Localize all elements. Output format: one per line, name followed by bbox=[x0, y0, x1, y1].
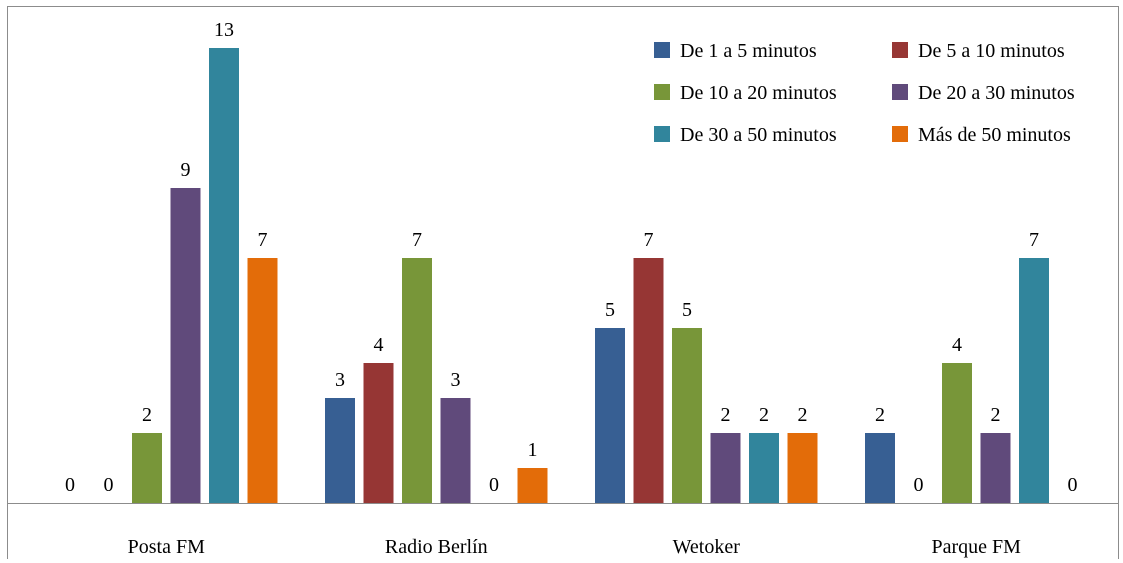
bar-1-3 bbox=[440, 398, 471, 503]
data-label-1-5: 1 bbox=[528, 439, 538, 461]
bar-3-4 bbox=[1019, 258, 1049, 503]
bar-0-2 bbox=[132, 433, 162, 503]
bar-group bbox=[132, 48, 1049, 503]
data-label-0-3: 9 bbox=[181, 159, 191, 181]
data-label-0-0: 0 bbox=[65, 474, 75, 496]
legend-label-4: De 30 a 50 minutos bbox=[680, 124, 837, 146]
data-label-2-4: 2 bbox=[759, 404, 769, 426]
bar-1-2 bbox=[402, 258, 432, 503]
legend-label-3: De 20 a 30 minutos bbox=[918, 82, 1075, 104]
legend: De 1 a 5 minutos De 5 a 10 minutos De 10 a… bbox=[654, 40, 1075, 146]
bar-0-4 bbox=[209, 48, 239, 503]
data-label-3-0: 2 bbox=[875, 404, 885, 426]
category-label-2: Wetoker bbox=[673, 536, 741, 558]
data-label-2-1: 7 bbox=[644, 229, 654, 251]
data-label-2-2: 5 bbox=[682, 299, 692, 321]
data-label-1-1: 4 bbox=[374, 334, 384, 356]
category-labels: Posta FM Radio Berlín Wetoker Parque FM bbox=[128, 536, 1022, 558]
legend-label-0: De 1 a 5 minutos bbox=[680, 40, 817, 62]
bar-2-3 bbox=[710, 433, 741, 503]
data-label-3-2: 4 bbox=[952, 334, 962, 356]
bar-1-1 bbox=[363, 363, 394, 503]
data-label-3-4: 7 bbox=[1029, 229, 1039, 251]
bar-0-3 bbox=[170, 188, 201, 503]
legend-swatch-3 bbox=[892, 84, 908, 100]
legend-swatch-0 bbox=[654, 42, 670, 58]
data-label-1-2: 7 bbox=[412, 229, 422, 251]
bar-2-0 bbox=[595, 328, 625, 503]
chart-area bbox=[7, 6, 1119, 559]
data-label-1-3: 3 bbox=[451, 369, 461, 391]
bar-2-4 bbox=[749, 433, 779, 503]
data-label-0-5: 7 bbox=[258, 229, 268, 251]
data-labels: 0 0 2 9 13 7 3 4 7 3 0 1 5 7 5 2 2 2 2 0 4 2 7 0 bbox=[65, 19, 1078, 496]
data-label-3-5: 0 bbox=[1068, 474, 1078, 496]
legend-swatch-5 bbox=[892, 126, 908, 142]
data-label-2-3: 2 bbox=[721, 404, 731, 426]
legend-swatch-4 bbox=[654, 126, 670, 142]
category-label-3: Parque FM bbox=[932, 536, 1022, 558]
data-label-2-5: 2 bbox=[798, 404, 808, 426]
data-label-3-1: 0 bbox=[914, 474, 924, 496]
bar-2-5 bbox=[787, 433, 818, 503]
bar-2-1 bbox=[633, 258, 664, 503]
data-label-0-1: 0 bbox=[104, 474, 114, 496]
legend-label-5: Más de 50 minutos bbox=[918, 124, 1071, 146]
data-label-1-4: 0 bbox=[489, 474, 499, 496]
bar-3-3 bbox=[980, 433, 1011, 503]
legend-swatch-2 bbox=[654, 84, 670, 100]
bar-3-2 bbox=[942, 363, 972, 503]
data-label-0-2: 2 bbox=[142, 404, 152, 426]
legend-swatch-1 bbox=[892, 42, 908, 58]
category-label-0: Posta FM bbox=[128, 536, 205, 558]
bar-1-0 bbox=[325, 398, 355, 503]
data-label-3-3: 2 bbox=[991, 404, 1001, 426]
data-label-0-4: 13 bbox=[214, 19, 234, 41]
legend-label-1: De 5 a 10 minutos bbox=[918, 40, 1065, 62]
legend-label-2: De 10 a 20 minutos bbox=[680, 82, 837, 104]
bar-0-5 bbox=[247, 258, 278, 503]
bar-1-5 bbox=[517, 468, 548, 503]
category-label-1: Radio Berlín bbox=[385, 536, 488, 558]
data-label-1-0: 3 bbox=[335, 369, 345, 391]
bar-2-2 bbox=[672, 328, 702, 503]
bar-3-0 bbox=[865, 433, 895, 503]
data-label-2-0: 5 bbox=[605, 299, 615, 321]
